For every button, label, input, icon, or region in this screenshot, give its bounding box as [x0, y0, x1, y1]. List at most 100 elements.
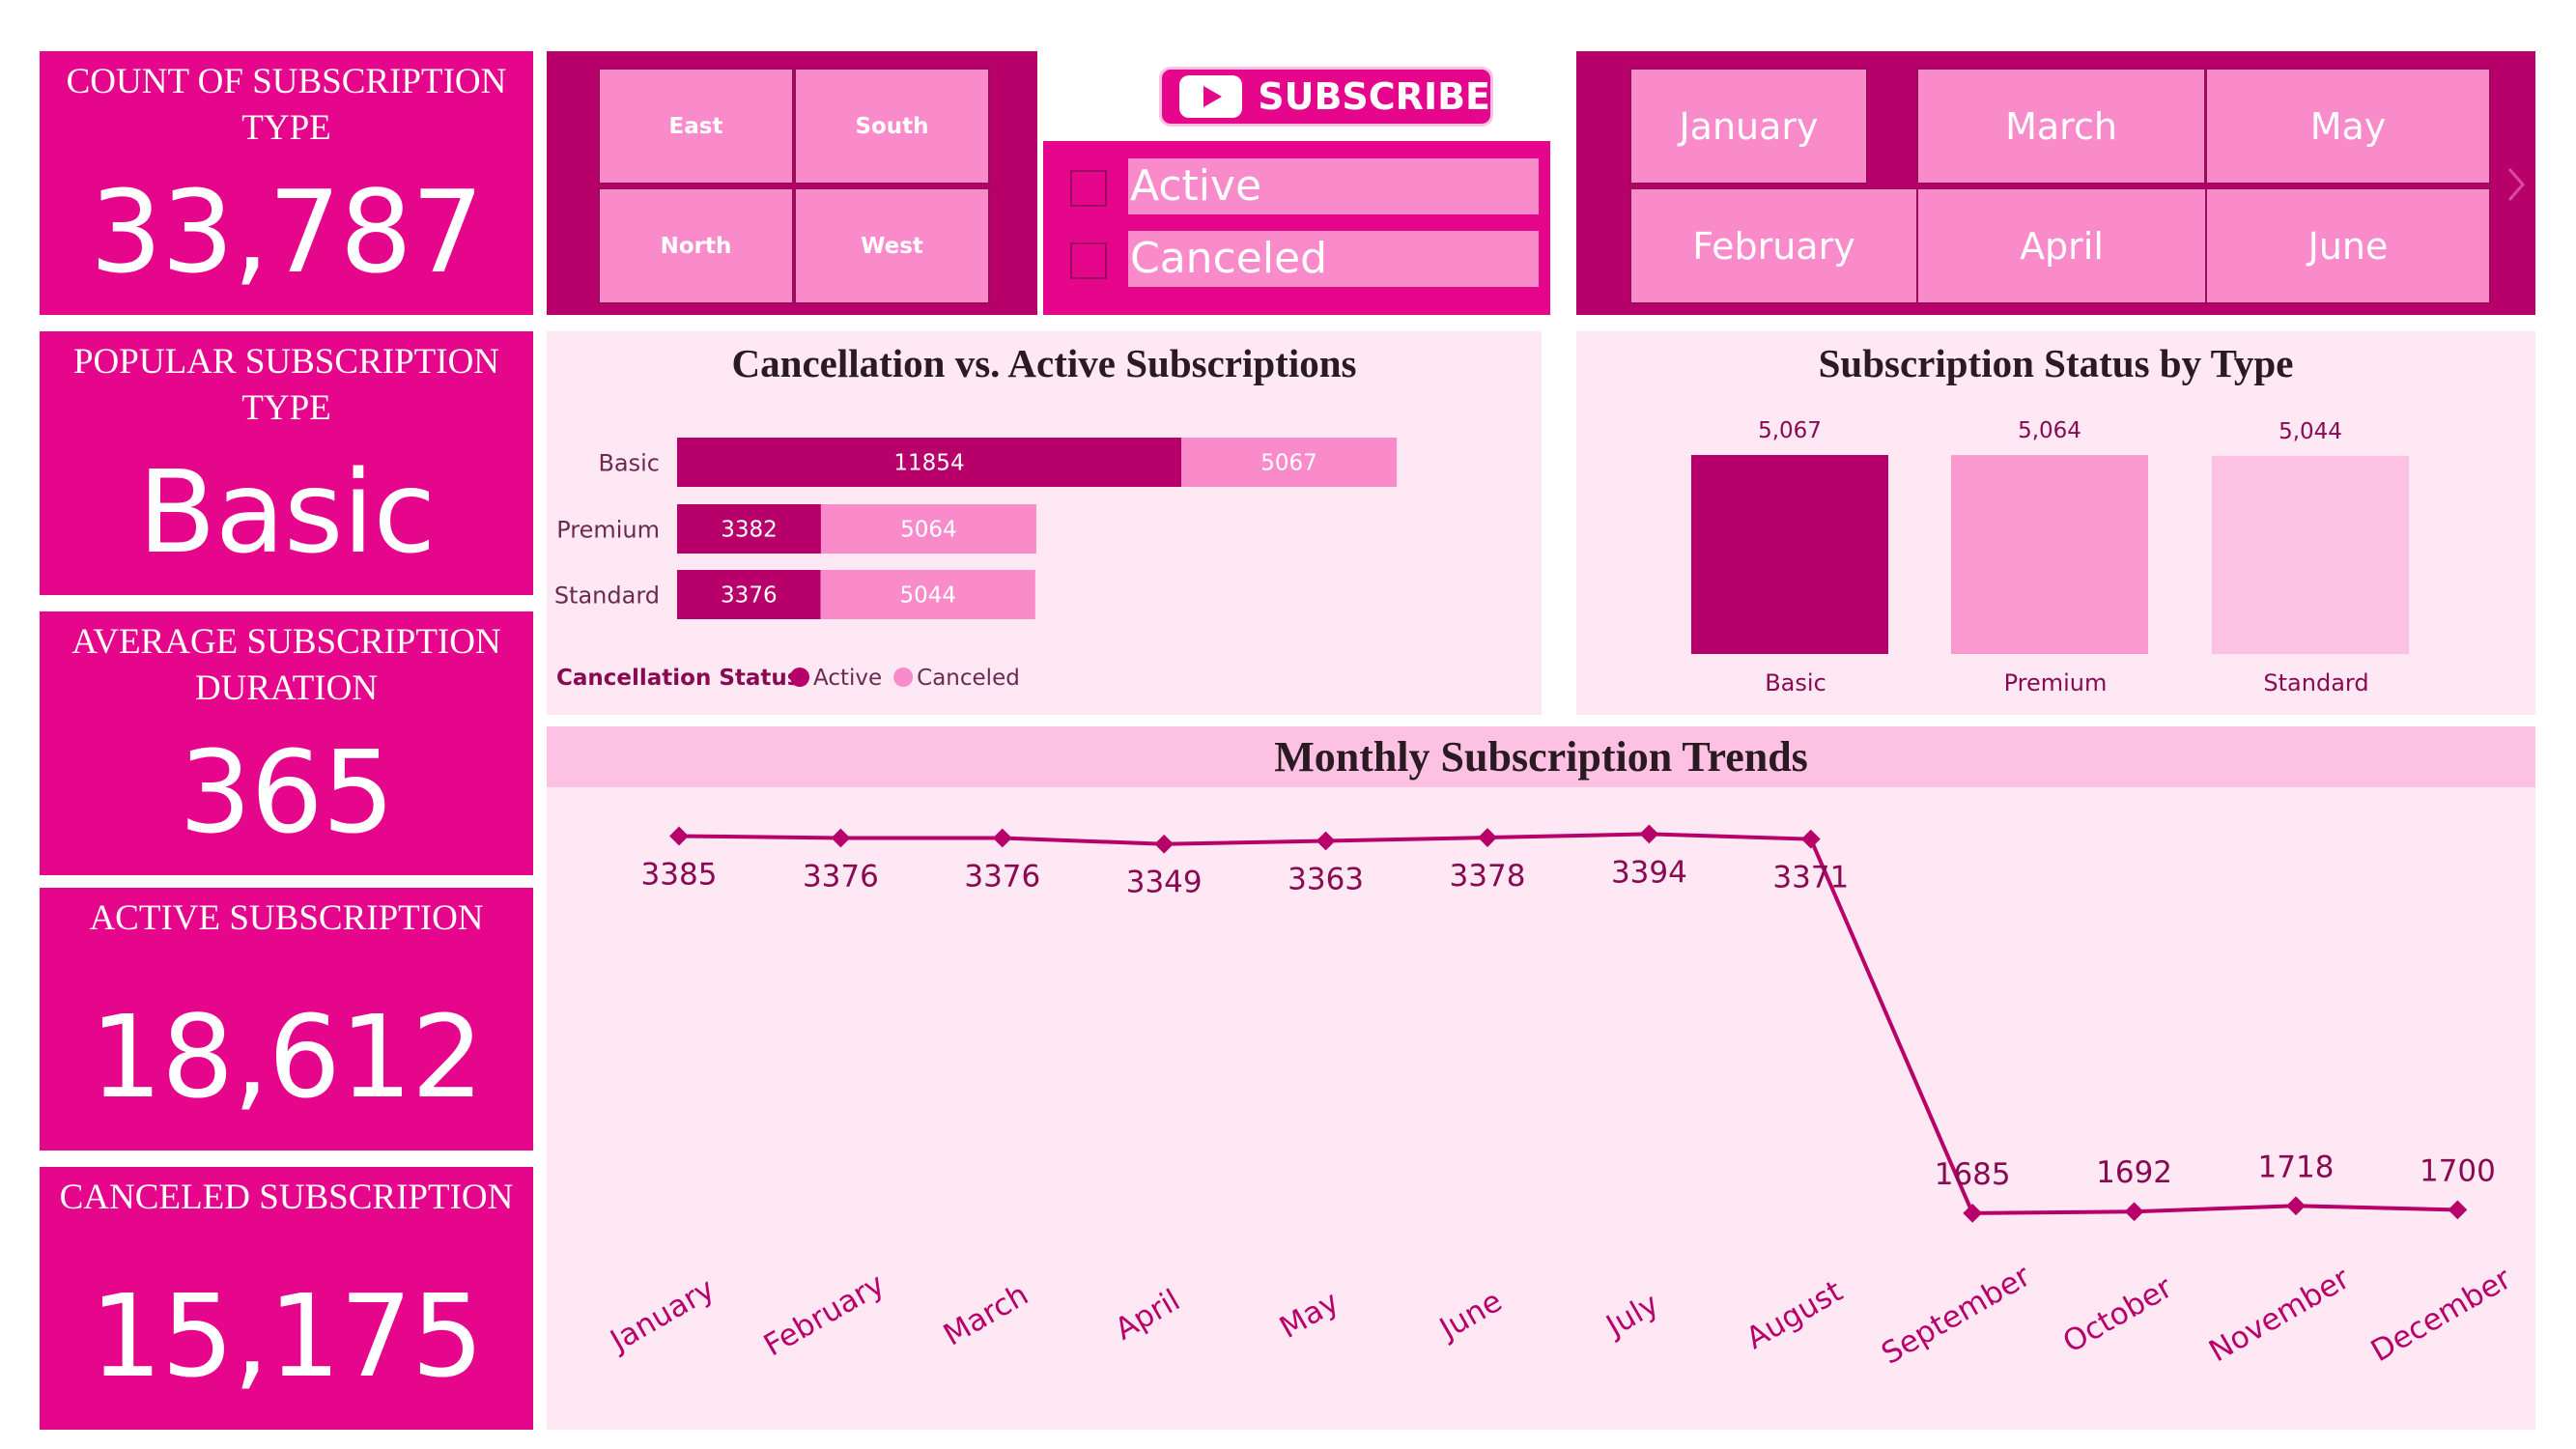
monthly-trend-title: Monthly Subscription Trends — [1274, 733, 1808, 781]
trend-point[interactable] — [831, 828, 851, 848]
hbar-active-bar[interactable] — [677, 504, 821, 554]
cancellation-chart-title: Cancellation vs. Active Subscriptions — [731, 341, 1357, 385]
hbar-active-bar[interactable] — [677, 570, 821, 619]
trend-x-tick-label: May — [1274, 1285, 1345, 1346]
hbar-category-label: Premium — [556, 517, 660, 544]
kpi-popular-card: POPULAR SUBSCRIPTION TYPE Basic — [40, 331, 533, 595]
vbar-standard-bar[interactable] — [2212, 455, 2409, 654]
month-march-button[interactable]: March — [1916, 68, 2206, 185]
status-active-checkbox[interactable] — [1070, 170, 1107, 207]
month-may-button[interactable]: May — [2205, 68, 2491, 185]
trend-data-label: 1700 — [2420, 1153, 2496, 1188]
trend-data-label: 3363 — [1288, 862, 1364, 896]
trend-x-tick-label: June — [1432, 1284, 1508, 1348]
vbar-basic-bar[interactable] — [1691, 455, 1888, 654]
trend-point[interactable] — [2124, 1202, 2144, 1222]
status-canceled-checkbox[interactable] — [1070, 242, 1107, 279]
vbar-category-label: Premium — [2004, 669, 2108, 696]
region-east-button[interactable]: East — [598, 68, 794, 185]
region-north-button[interactable]: North — [598, 187, 794, 304]
vbar-data-label: 5,044 — [2279, 419, 2342, 444]
kpi-avg-value: 365 — [179, 725, 394, 859]
kpi-canceled-title: CANCELED SUBSCRIPTION — [59, 1178, 514, 1217]
hbar-data-label: 5067 — [1260, 451, 1317, 476]
kpi-popular-value: Basic — [137, 445, 436, 579]
legend-canceled-label[interactable]: Canceled — [917, 666, 1020, 691]
kpi-active-card: ACTIVE SUBSCRIPTION 18,612 — [40, 888, 533, 1151]
hbar-canceled-bar[interactable] — [820, 504, 1036, 554]
kpi-popular-title: POPULAR SUBSCRIPTION TYPE — [72, 342, 500, 428]
status-type-chart-svg: 5,067 Basic 5,064 Premium 5,044 Standard — [1691, 418, 2409, 696]
region-slicer: East South North West — [547, 51, 1037, 315]
region-south-button[interactable]: South — [794, 68, 990, 185]
status-active-option[interactable]: Active — [1070, 158, 1539, 214]
cancellation-chart-svg: Basic 11854 5067 Premium 3382 5064 Standard 337… — [554, 438, 1398, 691]
status-slicer: Active Canceled — [1043, 141, 1550, 315]
trend-point[interactable] — [1963, 1203, 1983, 1223]
month-april-button[interactable]: April — [1916, 187, 2207, 304]
vbar-premium-bar[interactable] — [1951, 455, 2148, 654]
trend-data-label: 1692 — [2096, 1155, 2172, 1190]
trend-point[interactable] — [1639, 824, 1659, 844]
hbar-legend-title: Cancellation Status — [556, 666, 801, 691]
trend-data-label: 3394 — [1611, 855, 1687, 890]
cancellation-chart-panel: Cancellation vs. Active Subscriptions Ba… — [547, 331, 1542, 715]
legend-canceled-marker — [893, 668, 914, 687]
trend-data-label: 3371 — [1772, 861, 1849, 895]
monthly-trend-header — [547, 726, 2535, 787]
play-icon — [1179, 75, 1243, 118]
hbar-data-label: 11854 — [893, 451, 964, 476]
trend-point[interactable] — [2286, 1196, 2306, 1216]
chevron-right-icon[interactable] — [2502, 163, 2531, 206]
month-february-button[interactable]: February — [1629, 187, 1918, 304]
hbar-category-label: Basic — [598, 450, 660, 477]
trend-point[interactable] — [669, 826, 689, 846]
month-slicer: January March May February April June — [1576, 51, 2535, 315]
hbar-canceled-bar[interactable] — [1181, 438, 1398, 487]
trend-data-label: 3376 — [964, 860, 1040, 895]
hbar-data-label: 3382 — [721, 518, 778, 543]
kpi-count-card: COUNT OF SUBSCRIPTION TYPE 33,787 — [40, 51, 533, 315]
monthly-trend-panel: Monthly Subscription Trends 3385 January 3… — [547, 726, 2535, 1430]
monthly-trend-svg: 3385 January 3376 February 3376 March 3349 Apri… — [603, 824, 2517, 1372]
hbar-canceled-bar[interactable] — [820, 570, 1035, 619]
region-west-button[interactable]: West — [794, 187, 990, 304]
trend-point[interactable] — [1316, 831, 1336, 851]
hbar-data-label: 3376 — [721, 583, 778, 609]
kpi-canceled-card: CANCELED SUBSCRIPTION 15,175 — [40, 1167, 533, 1430]
status-type-chart-title: Subscription Status by Type — [1818, 341, 2294, 385]
trend-point[interactable] — [2448, 1200, 2468, 1220]
trend-point[interactable] — [1800, 829, 1821, 849]
status-canceled-option[interactable]: Canceled — [1070, 231, 1539, 287]
legend-active-label[interactable]: Active — [813, 666, 882, 691]
trend-data-label: 3385 — [641, 857, 718, 892]
kpi-avg-card: AVERAGE SUBSCRIPTION DURATION 365 — [40, 611, 533, 875]
month-january-button[interactable]: January — [1629, 68, 1868, 185]
hbar-data-label: 5064 — [900, 518, 957, 543]
trend-data-label: 1685 — [1935, 1157, 2011, 1192]
hbar-active-bar[interactable] — [677, 438, 1181, 487]
trend-data-label: 3376 — [803, 860, 879, 895]
trend-point[interactable] — [1154, 834, 1175, 854]
vbar-category-label: Basic — [1765, 669, 1826, 696]
trend-point[interactable] — [992, 828, 1012, 848]
trend-data-label: 3378 — [1450, 859, 1526, 894]
trend-line — [678, 832, 2458, 1215]
status-active-label: Active — [1128, 158, 1539, 214]
trend-x-tick-label: July — [1599, 1287, 1665, 1345]
trend-point[interactable] — [1478, 828, 1497, 847]
vbar-data-label: 5,064 — [2018, 418, 2081, 443]
hbar-category-label: Standard — [554, 582, 660, 610]
trend-x-tick-label: August — [1741, 1274, 1849, 1356]
kpi-canceled-value: 15,175 — [90, 1269, 484, 1403]
trend-data-label: 1718 — [2258, 1150, 2335, 1184]
subscribe-logo: SUBSCRIBE — [1159, 67, 1493, 127]
kpi-count-value: 33,787 — [90, 165, 484, 298]
hbar-data-label: 5044 — [899, 583, 956, 609]
trend-data-label: 3349 — [1126, 866, 1203, 900]
trend-x-tick-label: February — [758, 1266, 891, 1363]
trend-x-tick-label: April — [1110, 1283, 1186, 1348]
month-june-button[interactable]: June — [2205, 187, 2491, 304]
trend-x-tick-label: September — [1876, 1259, 2037, 1372]
vbar-category-label: Standard — [2263, 669, 2368, 696]
